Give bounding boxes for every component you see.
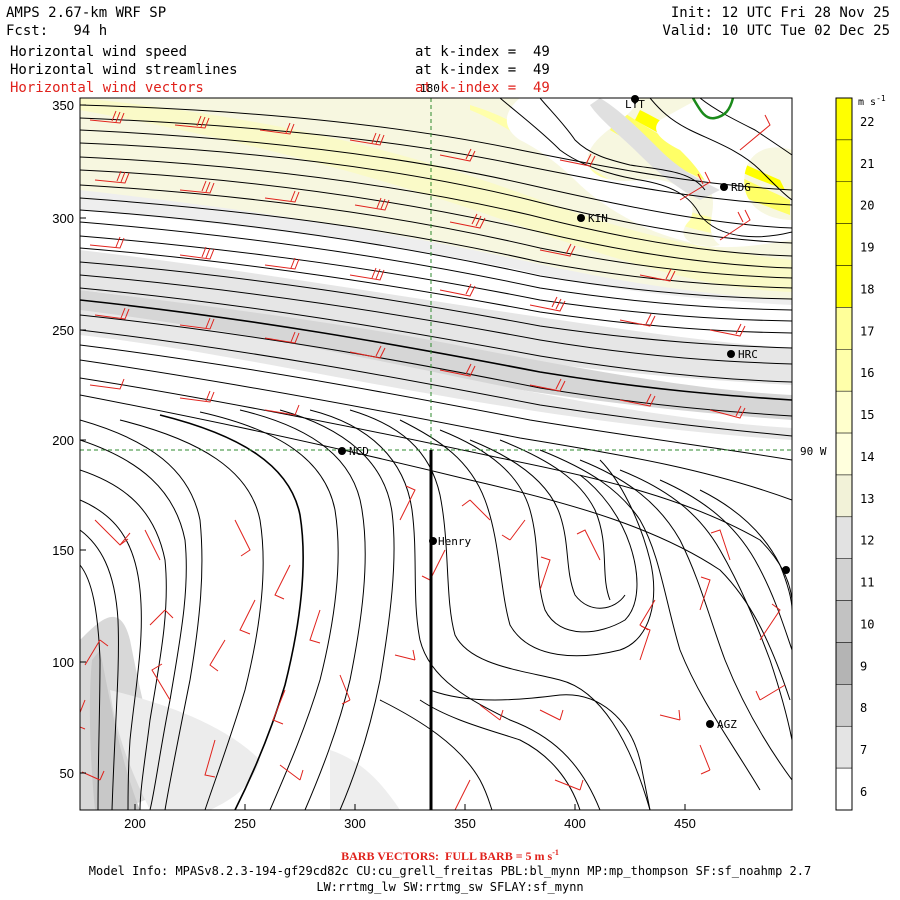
colorbar-swatch — [835, 223, 853, 266]
colorbar-level-label: 7 — [860, 743, 867, 757]
station-agz[interactable]: AGZ — [706, 718, 737, 731]
colorbar-swatch — [835, 600, 853, 643]
field-vectors-label: Horizontal wind vectors — [10, 80, 204, 96]
field-streamlines-label: Horizontal wind streamlines — [10, 62, 238, 78]
colorbar-level-label: 10 — [860, 617, 874, 631]
forecast-hour: Fcst: 94 h — [6, 23, 108, 39]
model-info: Model Info: MPASv8.2.3-194-gf29cd82c CU:… — [88, 864, 812, 878]
colorbar-level-label: 9 — [860, 659, 867, 673]
field-vectors-level: at k-index = 49 — [415, 80, 550, 96]
coastline — [691, 98, 735, 120]
colorbar-swatch — [835, 265, 853, 308]
colorbar-level-label: 8 — [860, 701, 867, 715]
colorbar-swatch — [835, 767, 853, 811]
station-rdg[interactable]: RDG — [720, 181, 751, 194]
colorbar-level-label: 13 — [860, 492, 874, 506]
station-label: AGZ — [717, 718, 737, 731]
colorbar-swatch — [835, 432, 853, 476]
barb-note: BARB VECTORS: FULL BARB = 5 m s-1 — [341, 848, 559, 863]
colorbar-swatch — [835, 390, 853, 434]
y-tick-label: 300 — [52, 211, 74, 226]
station-label: HRC — [738, 348, 758, 361]
x-tick-label: 250 — [234, 816, 256, 831]
valid-time: Valid: 10 UTC Tue 02 Dec 25 — [662, 23, 890, 39]
colorbar-swatch — [835, 558, 853, 601]
colorbar-swatch — [835, 684, 853, 727]
colorbar-level-label: 14 — [860, 450, 874, 464]
station-label: RDG — [731, 181, 751, 194]
model-title: AMPS 2.67-km WRF SP — [6, 5, 167, 21]
colorbar-level-label: 17 — [860, 324, 874, 338]
y-tick-label: 250 — [52, 323, 74, 338]
parallel-label: 90 W — [800, 445, 827, 458]
colorbar-swatch — [835, 474, 853, 518]
model-info-physics: LW:rrtmg_lw SW:rrtmg_sw SFLAY:sf_mynn — [316, 880, 584, 894]
x-tick-label: 450 — [674, 816, 696, 831]
colorbar-level-label: 11 — [860, 576, 874, 590]
station-ncd[interactable]: NCD — [338, 445, 369, 458]
station-hrc[interactable]: HRC — [727, 348, 758, 361]
field-speed-label: Horizontal wind speed — [10, 44, 188, 60]
station-label: KIN — [588, 212, 608, 225]
station-lyt[interactable]: LYT — [625, 95, 645, 111]
station-label: NCD — [349, 445, 369, 458]
colorbar-unit: m s-1 — [858, 94, 886, 108]
colorbar-level-label: 21 — [860, 157, 874, 171]
colorbar-swatch — [835, 97, 853, 141]
colorbar-swatch — [835, 725, 853, 769]
axis-ticks — [80, 104, 686, 810]
streamlines — [80, 98, 792, 810]
colorbar-level-label: 6 — [860, 785, 867, 799]
y-tick-label: 100 — [52, 655, 74, 670]
colorbar-level-label: 12 — [860, 534, 874, 548]
colorbar-level-label: 18 — [860, 282, 874, 296]
colorbar-swatch — [835, 349, 853, 392]
station-label: Henry — [438, 535, 471, 548]
colorbar — [835, 97, 853, 811]
colorbar-level-label: 22 — [860, 115, 874, 129]
field-speed-level: at k-index = 49 — [415, 44, 550, 60]
init-time: Init: 12 UTC Fri 28 Nov 25 — [670, 5, 890, 21]
wind-speed-shading — [80, 98, 792, 810]
plot-frame — [79, 97, 793, 811]
colorbar-swatch — [835, 139, 853, 183]
x-tick-label: 350 — [454, 816, 476, 831]
station-label: LYT — [625, 98, 645, 111]
colorbar-frame — [835, 97, 853, 811]
colorbar-level-label: 15 — [860, 408, 874, 422]
colorbar-level-label: 16 — [860, 366, 874, 380]
station-henry[interactable]: Henry — [429, 535, 471, 548]
y-tick-label: 150 — [52, 543, 74, 558]
colorbar-swatch — [835, 307, 853, 350]
colorbar-swatch — [835, 516, 853, 559]
meridian-label: 180 — [420, 82, 440, 95]
x-tick-label: 200 — [124, 816, 146, 831]
colorbar-swatch — [835, 181, 853, 224]
y-tick-label: 350 — [52, 98, 74, 113]
station-kin[interactable]: KIN — [577, 212, 608, 225]
x-tick-label: 400 — [564, 816, 586, 831]
field-streamlines-level: at k-index = 49 — [415, 62, 550, 78]
y-tick-label: 50 — [60, 766, 74, 781]
x-tick-label: 300 — [344, 816, 366, 831]
y-tick-label: 200 — [52, 433, 74, 448]
colorbar-level-label: 19 — [860, 241, 874, 255]
station-marker[interactable] — [782, 566, 790, 574]
colorbar-swatch — [835, 642, 853, 685]
colorbar-level-label: 20 — [860, 199, 874, 213]
